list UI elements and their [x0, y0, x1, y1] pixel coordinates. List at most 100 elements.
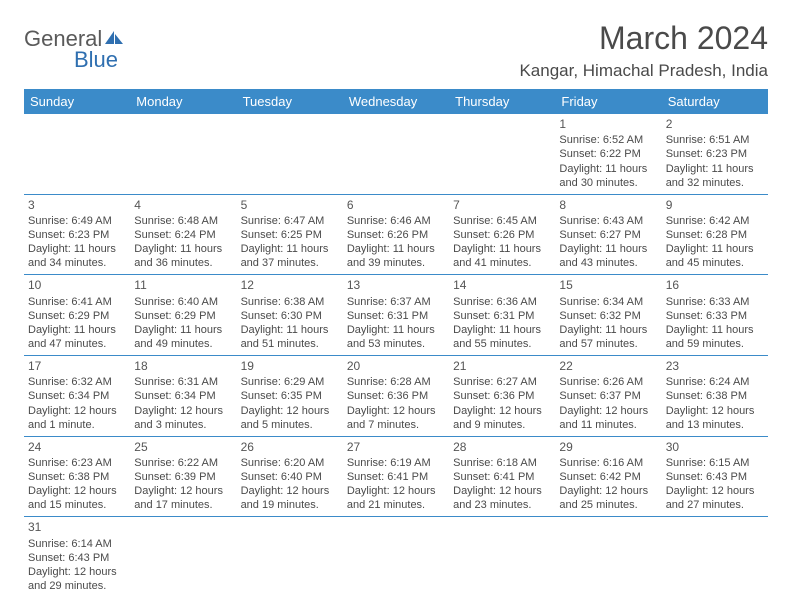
day-number: 25	[134, 440, 232, 455]
sunrise-text: Sunrise: 6:48 AM	[134, 214, 232, 228]
sunrise-text: Sunrise: 6:23 AM	[28, 456, 126, 470]
daylight-text: Daylight: 11 hours	[347, 323, 445, 337]
sunset-text: Sunset: 6:33 PM	[666, 309, 764, 323]
calendar-cell: 1Sunrise: 6:52 AMSunset: 6:22 PMDaylight…	[555, 114, 661, 194]
calendar-cell: 10Sunrise: 6:41 AMSunset: 6:29 PMDayligh…	[24, 275, 130, 356]
sunrise-text: Sunrise: 6:52 AM	[559, 133, 657, 147]
daylight-text2: and 53 minutes.	[347, 337, 445, 351]
daylight-text2: and 17 minutes.	[134, 498, 232, 512]
calendar-cell	[343, 114, 449, 194]
daylight-text: Daylight: 11 hours	[134, 242, 232, 256]
sunset-text: Sunset: 6:23 PM	[666, 147, 764, 161]
sunrise-text: Sunrise: 6:41 AM	[28, 295, 126, 309]
daylight-text: Daylight: 12 hours	[666, 404, 764, 418]
day-number: 8	[559, 198, 657, 213]
calendar-cell: 23Sunrise: 6:24 AMSunset: 6:38 PMDayligh…	[662, 356, 768, 437]
day-header: Friday	[555, 89, 661, 114]
calendar-cell: 22Sunrise: 6:26 AMSunset: 6:37 PMDayligh…	[555, 356, 661, 437]
daylight-text2: and 36 minutes.	[134, 256, 232, 270]
sunset-text: Sunset: 6:38 PM	[28, 470, 126, 484]
calendar-cell: 6Sunrise: 6:46 AMSunset: 6:26 PMDaylight…	[343, 194, 449, 275]
calendar-cell: 9Sunrise: 6:42 AMSunset: 6:28 PMDaylight…	[662, 194, 768, 275]
sunrise-text: Sunrise: 6:28 AM	[347, 375, 445, 389]
daylight-text2: and 27 minutes.	[666, 498, 764, 512]
sunrise-text: Sunrise: 6:16 AM	[559, 456, 657, 470]
calendar-cell: 2Sunrise: 6:51 AMSunset: 6:23 PMDaylight…	[662, 114, 768, 194]
sunrise-text: Sunrise: 6:15 AM	[666, 456, 764, 470]
calendar-table: SundayMondayTuesdayWednesdayThursdayFrid…	[24, 89, 768, 597]
daylight-text: Daylight: 11 hours	[559, 242, 657, 256]
daylight-text: Daylight: 12 hours	[347, 404, 445, 418]
calendar-cell	[555, 517, 661, 597]
daylight-text: Daylight: 12 hours	[28, 404, 126, 418]
daylight-text2: and 9 minutes.	[453, 418, 551, 432]
calendar-cell: 3Sunrise: 6:49 AMSunset: 6:23 PMDaylight…	[24, 194, 130, 275]
sunset-text: Sunset: 6:43 PM	[666, 470, 764, 484]
daylight-text: Daylight: 12 hours	[453, 404, 551, 418]
day-header: Monday	[130, 89, 236, 114]
calendar-cell: 4Sunrise: 6:48 AMSunset: 6:24 PMDaylight…	[130, 194, 236, 275]
sunset-text: Sunset: 6:41 PM	[347, 470, 445, 484]
calendar-cell: 30Sunrise: 6:15 AMSunset: 6:43 PMDayligh…	[662, 436, 768, 517]
sunset-text: Sunset: 6:23 PM	[28, 228, 126, 242]
daylight-text: Daylight: 12 hours	[559, 404, 657, 418]
day-number: 23	[666, 359, 764, 374]
daylight-text2: and 1 minute.	[28, 418, 126, 432]
daylight-text2: and 39 minutes.	[347, 256, 445, 270]
calendar-cell: 18Sunrise: 6:31 AMSunset: 6:34 PMDayligh…	[130, 356, 236, 437]
daylight-text: Daylight: 11 hours	[559, 323, 657, 337]
calendar-cell: 11Sunrise: 6:40 AMSunset: 6:29 PMDayligh…	[130, 275, 236, 356]
day-number: 1	[559, 117, 657, 132]
daylight-text: Daylight: 11 hours	[347, 242, 445, 256]
sunset-text: Sunset: 6:29 PM	[28, 309, 126, 323]
day-number: 29	[559, 440, 657, 455]
daylight-text: Daylight: 12 hours	[666, 484, 764, 498]
day-number: 14	[453, 278, 551, 293]
sunset-text: Sunset: 6:37 PM	[559, 389, 657, 403]
calendar-cell: 25Sunrise: 6:22 AMSunset: 6:39 PMDayligh…	[130, 436, 236, 517]
day-number: 26	[241, 440, 339, 455]
calendar-cell	[662, 517, 768, 597]
daylight-text2: and 25 minutes.	[559, 498, 657, 512]
day-number: 20	[347, 359, 445, 374]
calendar-row: 1Sunrise: 6:52 AMSunset: 6:22 PMDaylight…	[24, 114, 768, 194]
daylight-text: Daylight: 11 hours	[241, 242, 339, 256]
day-number: 22	[559, 359, 657, 374]
calendar-row: 3Sunrise: 6:49 AMSunset: 6:23 PMDaylight…	[24, 194, 768, 275]
calendar-cell	[237, 114, 343, 194]
month-title: March 2024	[519, 20, 768, 57]
daylight-text2: and 19 minutes.	[241, 498, 339, 512]
daylight-text2: and 57 minutes.	[559, 337, 657, 351]
daylight-text2: and 34 minutes.	[28, 256, 126, 270]
sunset-text: Sunset: 6:38 PM	[666, 389, 764, 403]
sunrise-text: Sunrise: 6:20 AM	[241, 456, 339, 470]
sunset-text: Sunset: 6:42 PM	[559, 470, 657, 484]
daylight-text: Daylight: 12 hours	[453, 484, 551, 498]
daylight-text: Daylight: 11 hours	[559, 162, 657, 176]
sunset-text: Sunset: 6:28 PM	[666, 228, 764, 242]
sunrise-text: Sunrise: 6:26 AM	[559, 375, 657, 389]
calendar-row: 31Sunrise: 6:14 AMSunset: 6:43 PMDayligh…	[24, 517, 768, 597]
daylight-text2: and 15 minutes.	[28, 498, 126, 512]
day-number: 13	[347, 278, 445, 293]
sunrise-text: Sunrise: 6:22 AM	[134, 456, 232, 470]
day-number: 18	[134, 359, 232, 374]
calendar-cell: 8Sunrise: 6:43 AMSunset: 6:27 PMDaylight…	[555, 194, 661, 275]
sunset-text: Sunset: 6:24 PM	[134, 228, 232, 242]
sunrise-text: Sunrise: 6:38 AM	[241, 295, 339, 309]
calendar-cell: 12Sunrise: 6:38 AMSunset: 6:30 PMDayligh…	[237, 275, 343, 356]
sunrise-text: Sunrise: 6:51 AM	[666, 133, 764, 147]
calendar-cell: 17Sunrise: 6:32 AMSunset: 6:34 PMDayligh…	[24, 356, 130, 437]
location: Kangar, Himachal Pradesh, India	[519, 61, 768, 81]
sunset-text: Sunset: 6:27 PM	[559, 228, 657, 242]
daylight-text2: and 3 minutes.	[134, 418, 232, 432]
sunrise-text: Sunrise: 6:24 AM	[666, 375, 764, 389]
daylight-text: Daylight: 11 hours	[666, 323, 764, 337]
sunset-text: Sunset: 6:36 PM	[347, 389, 445, 403]
day-number: 30	[666, 440, 764, 455]
calendar-cell: 15Sunrise: 6:34 AMSunset: 6:32 PMDayligh…	[555, 275, 661, 356]
calendar-cell: 13Sunrise: 6:37 AMSunset: 6:31 PMDayligh…	[343, 275, 449, 356]
calendar-cell	[130, 114, 236, 194]
sunset-text: Sunset: 6:40 PM	[241, 470, 339, 484]
sunset-text: Sunset: 6:32 PM	[559, 309, 657, 323]
